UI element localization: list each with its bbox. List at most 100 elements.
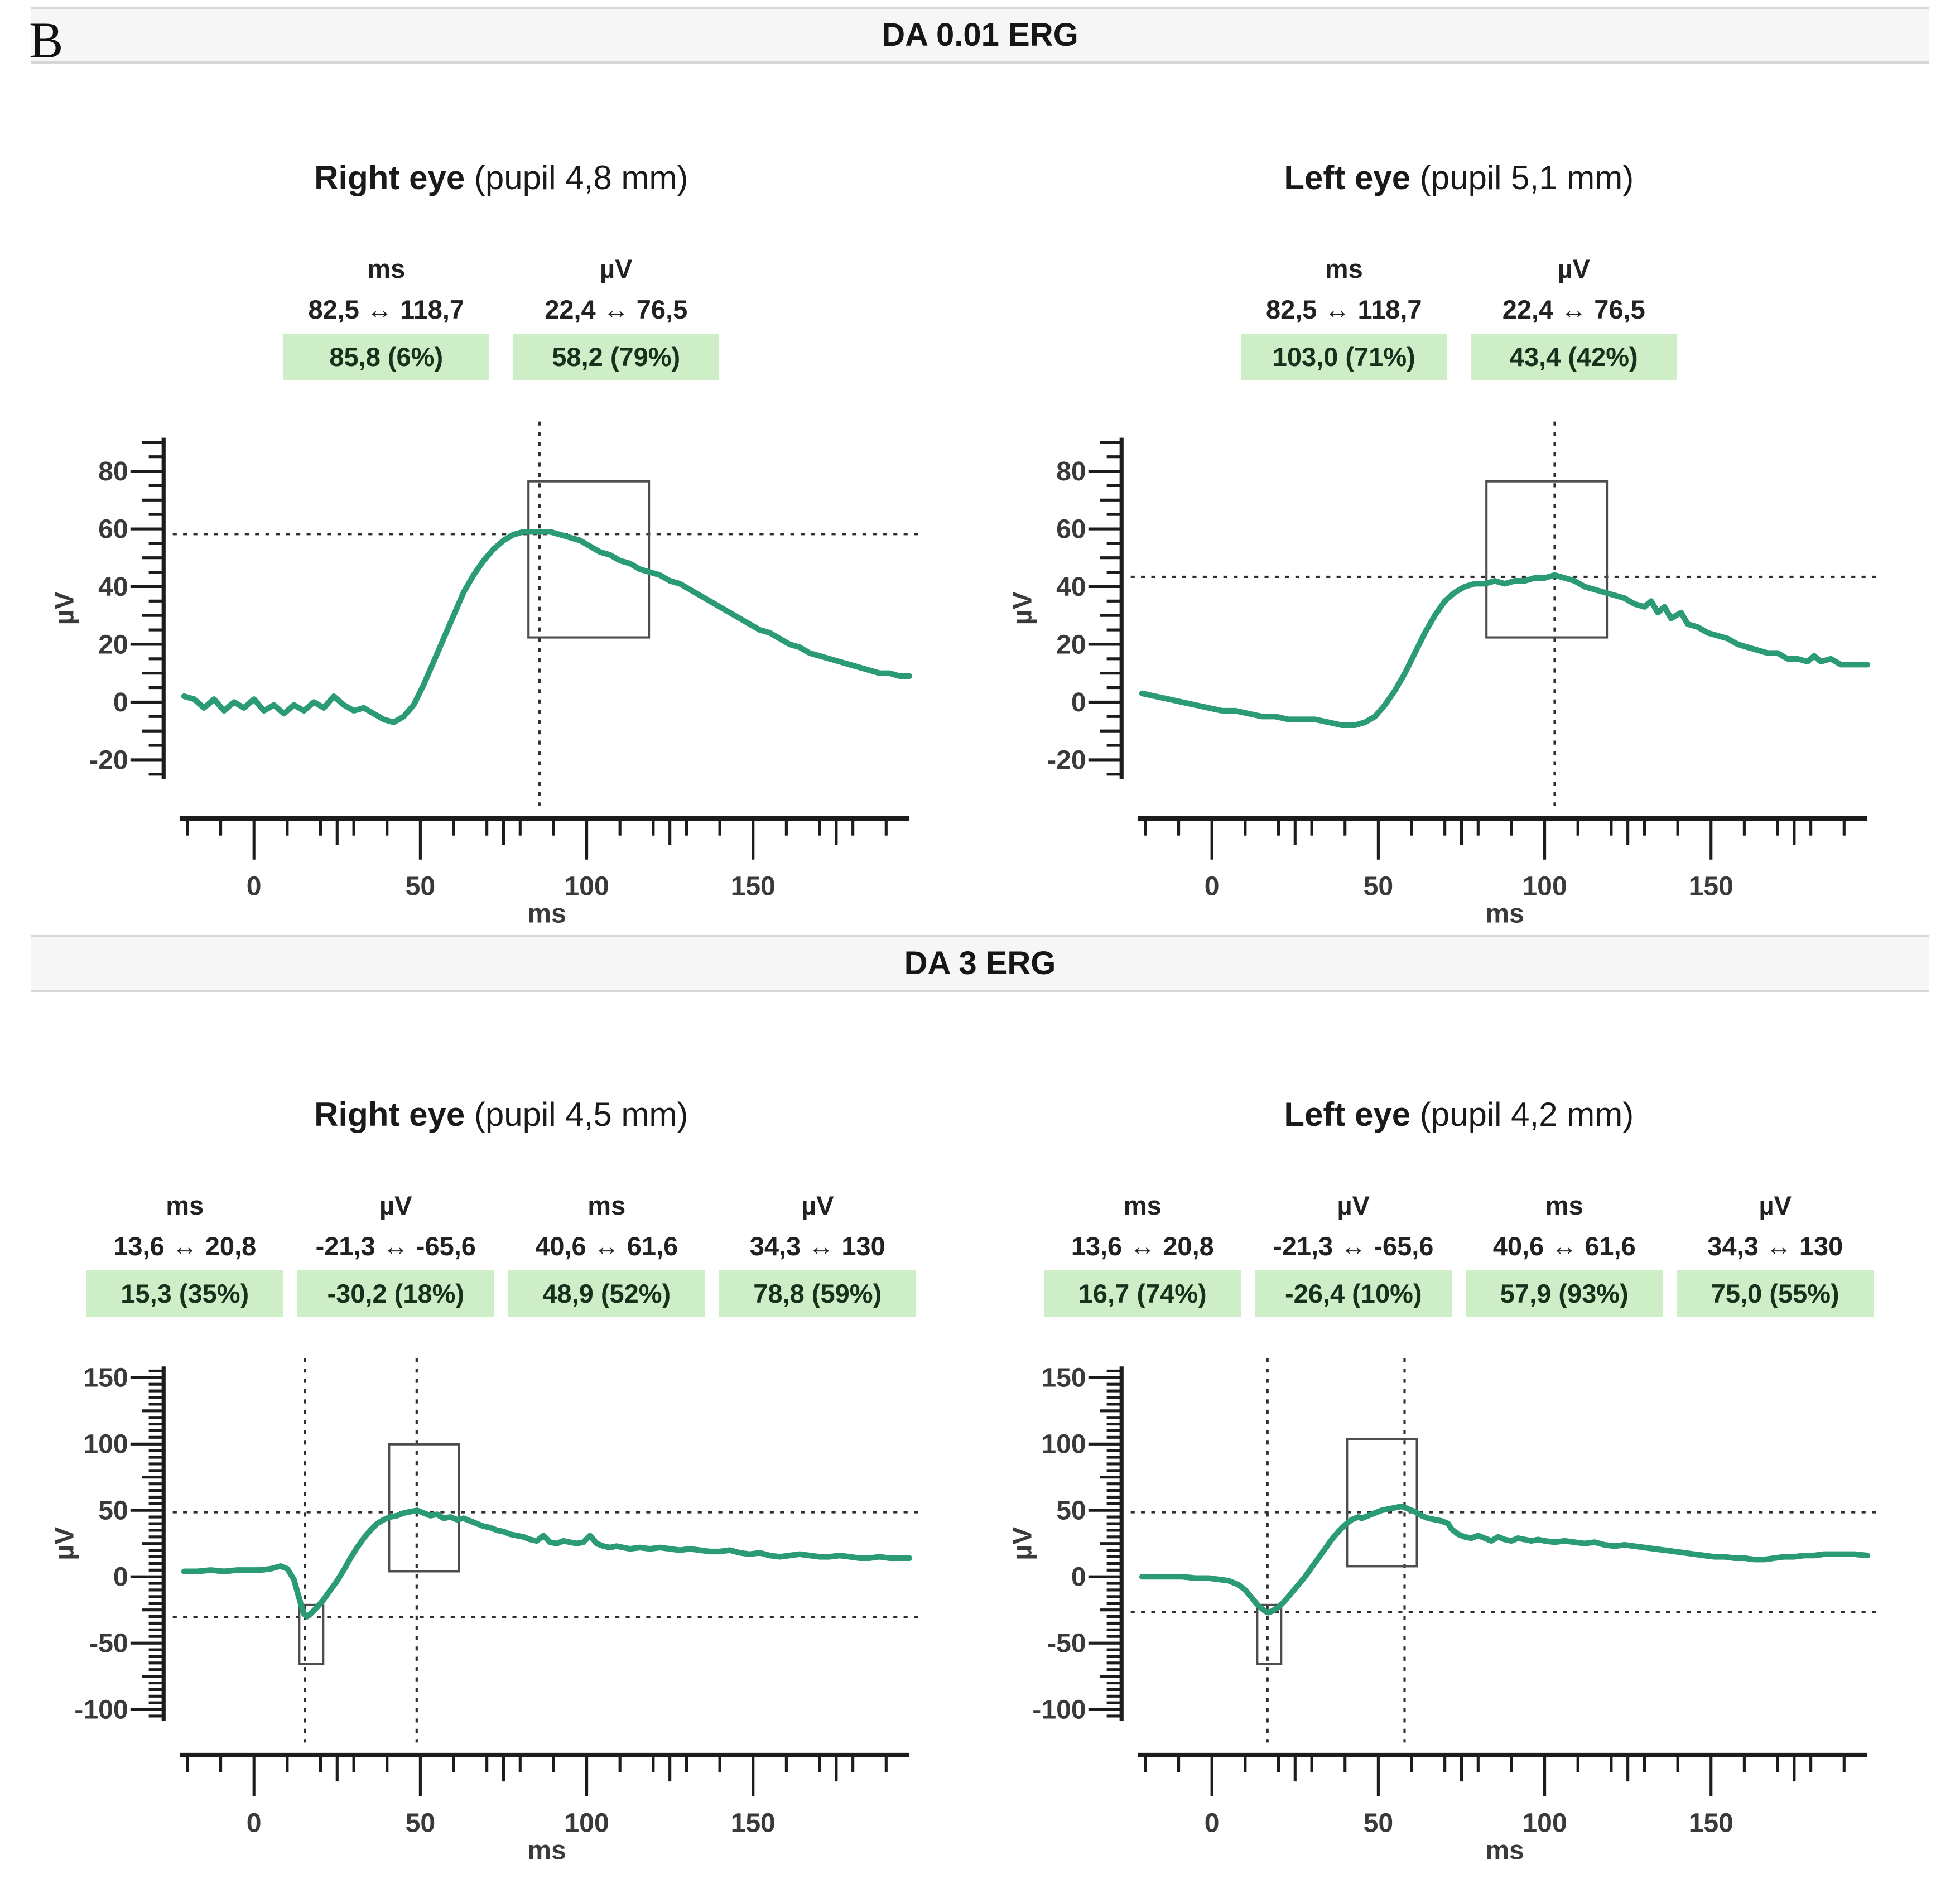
eye-title-left: Left eye (pupil 5,1 mm) [1284, 158, 1634, 197]
normative-window-box [298, 1603, 325, 1665]
erg-chart-da3-right-eye: -100 -50 0 50 100 150 µV 0 50 100 150 ms [44, 1345, 959, 1865]
x-tick-label: 0 [247, 871, 262, 901]
stat-normative-range: -21,3 ↔ -65,6 [1273, 1231, 1434, 1261]
stat-unit-label: ms [367, 254, 406, 283]
pupil-size: (pupil 4,2 mm) [1419, 1095, 1634, 1133]
normative-window-box [1485, 480, 1608, 639]
y-axis-label: µV [50, 591, 80, 625]
stats-table: ms 82,5 ↔ 118,7 103,0 (71%) µV 22,4 ↔ 76… [1241, 253, 1677, 380]
panels-row-da-3: Right eye (pupil 4,5 mm) ms 13,6 ↔ 20,8 … [0, 992, 1960, 1865]
stat-unit-label: µV [801, 1190, 834, 1220]
erg-chart-da3-left-eye: -100 -50 0 50 100 150 µV 0 50 100 150 ms [1001, 1345, 1916, 1865]
stat-normative-range: 82,5 ↔ 118,7 [308, 295, 465, 324]
section-header-da-3: DA 3 ERG [31, 934, 1929, 992]
stat-value-badge: 58,2 (79%) [513, 334, 719, 380]
stat-unit-label: µV [1759, 1190, 1792, 1220]
x-tick-label: 150 [1688, 871, 1733, 901]
pupil-size: (pupil 4,8 mm) [474, 159, 688, 196]
x-tick-label: 0 [1205, 1808, 1220, 1838]
erg-waveform-curve [181, 1507, 913, 1620]
y-tick-label: -50 [89, 1628, 128, 1658]
stat-unit-label: ms [1325, 254, 1363, 283]
y-tick-label: 0 [113, 1562, 128, 1592]
erg-waveform-curve [1139, 572, 1870, 728]
x-axis-label: ms [1485, 899, 1524, 928]
erg-chart-da001-left-eye: -20 0 20 40 60 80 µV 0 50 100 150 ms [1001, 408, 1916, 928]
y-tick-label: 150 [84, 1362, 128, 1393]
stat-unit-label: ms [1545, 1190, 1583, 1220]
y-tick-label: 0 [1071, 1562, 1086, 1592]
panel-da001-right-eye: Right eye (pupil 4,8 mm) ms 82,5 ↔ 118,7… [39, 64, 964, 928]
erg-waveform-curve [1139, 1503, 1870, 1616]
stat-unit-label: ms [166, 1190, 204, 1220]
y-tick-label: 80 [1056, 456, 1086, 486]
y-tick-label: 80 [98, 456, 128, 486]
x-tick-label: 50 [406, 871, 436, 901]
x-tick-label: 150 [731, 871, 776, 901]
stat-normative-range: 34,3 ↔ 130 [1707, 1231, 1843, 1261]
stats-table: ms 82,5 ↔ 118,7 85,8 (6%) µV 22,4 ↔ 76,5… [283, 253, 719, 380]
section-header-da-0-01: DA 0.01 ERG [31, 7, 1929, 64]
stat-unit-label: ms [587, 1190, 626, 1220]
x-axis-label: ms [527, 899, 566, 928]
stat-normative-range: 22,4 ↔ 76,5 [1502, 295, 1645, 324]
erg-chart-svg: -20 0 20 40 60 80 µV 0 50 100 150 ms [1007, 421, 1881, 928]
stat-column-a-wave-time: ms 13,6 ↔ 20,8 15,3 (35%) [86, 1190, 283, 1317]
x-axis-label: ms [1485, 1835, 1524, 1864]
x-tick-label: 100 [565, 871, 609, 901]
stat-column-b-wave-time: ms 40,6 ↔ 61,6 48,9 (52%) [508, 1190, 705, 1317]
stat-column-b-wave-amplitude: µV 34,3 ↔ 130 78,8 (59%) [719, 1190, 916, 1317]
panel-da001-left-eye: Left eye (pupil 5,1 mm) ms 82,5 ↔ 118,7 … [997, 64, 1922, 928]
y-axis-label: µV [50, 1527, 80, 1560]
stat-value-badge: -26,4 (10%) [1255, 1270, 1452, 1317]
stat-value-badge: 16,7 (74%) [1044, 1270, 1241, 1317]
stat-column-b-wave-amplitude: µV 34,3 ↔ 130 75,0 (55%) [1677, 1190, 1874, 1317]
y-tick-label: 50 [1056, 1495, 1086, 1525]
x-tick-label: 150 [1688, 1808, 1733, 1838]
erg-chart-svg: -100 -50 0 50 100 150 µV 0 50 100 150 ms [50, 1358, 923, 1865]
y-tick-label: 50 [98, 1495, 128, 1525]
y-axis-label: µV [1007, 591, 1037, 625]
stat-column-a-wave-amplitude: µV -21,3 ↔ -65,6 -30,2 (18%) [297, 1190, 494, 1317]
stat-unit-label: µV [600, 254, 633, 283]
x-tick-label: 100 [1522, 1808, 1567, 1838]
y-tick-label: 100 [1041, 1429, 1086, 1459]
stat-normative-range: 40,6 ↔ 61,6 [535, 1231, 678, 1261]
erg-chart-svg: -100 -50 0 50 100 150 µV 0 50 100 150 ms [1007, 1358, 1881, 1865]
eye-name: Left eye [1284, 159, 1411, 196]
y-tick-label: -20 [89, 745, 128, 775]
pupil-size: (pupil 5,1 mm) [1419, 159, 1634, 196]
stat-column-a-wave-time: ms 13,6 ↔ 20,8 16,7 (74%) [1044, 1190, 1241, 1317]
normative-window-box [1346, 1438, 1418, 1568]
stat-normative-range: 82,5 ↔ 118,7 [1265, 295, 1422, 324]
stat-column-a-wave-amplitude: µV -21,3 ↔ -65,6 -26,4 (10%) [1255, 1190, 1452, 1317]
y-tick-label: -20 [1047, 745, 1086, 775]
y-tick-label: 0 [1071, 687, 1086, 717]
eye-title-right: Right eye (pupil 4,5 mm) [314, 1095, 688, 1134]
y-tick-label: 100 [84, 1429, 128, 1459]
stat-unit-label: µV [1557, 254, 1590, 283]
x-axis-label: ms [527, 1835, 566, 1864]
y-tick-label: -100 [75, 1694, 128, 1724]
stat-column-b-wave-time: ms 40,6 ↔ 61,6 57,9 (93%) [1466, 1190, 1663, 1317]
stat-value-badge: 103,0 (71%) [1241, 334, 1447, 380]
section-title: DA 0.01 ERG [882, 17, 1078, 53]
section-da-3-erg: DA 3 ERG Right eye (pupil 4,5 mm) ms 13,… [0, 934, 1960, 1865]
stat-normative-range: -21,3 ↔ -65,6 [315, 1231, 476, 1261]
eye-name: Left eye [1284, 1095, 1411, 1133]
erg-chart-svg: -20 0 20 40 60 80 µV 0 50 100 150 ms [50, 421, 923, 928]
eye-title-left: Left eye (pupil 4,2 mm) [1284, 1095, 1634, 1134]
x-tick-label: 100 [1522, 871, 1567, 901]
y-axis-label: µV [1007, 1527, 1037, 1560]
pupil-size: (pupil 4,5 mm) [474, 1095, 688, 1133]
panels-row-da-0-01: Right eye (pupil 4,8 mm) ms 82,5 ↔ 118,7… [0, 64, 1960, 928]
stat-column-b-wave-amplitude: µV 22,4 ↔ 76,5 58,2 (79%) [513, 253, 719, 380]
stat-value-badge: 78,8 (59%) [719, 1270, 916, 1317]
stat-normative-range: 13,6 ↔ 20,8 [113, 1231, 257, 1261]
stats-table: ms 13,6 ↔ 20,8 15,3 (35%) µV -21,3 ↔ -65… [86, 1190, 916, 1317]
erg-waveform-curve [181, 529, 913, 725]
y-tick-label: 20 [1056, 629, 1086, 659]
stat-unit-label: µV [1337, 1190, 1370, 1220]
normative-window-box [527, 480, 651, 639]
x-tick-label: 50 [1363, 1808, 1393, 1838]
